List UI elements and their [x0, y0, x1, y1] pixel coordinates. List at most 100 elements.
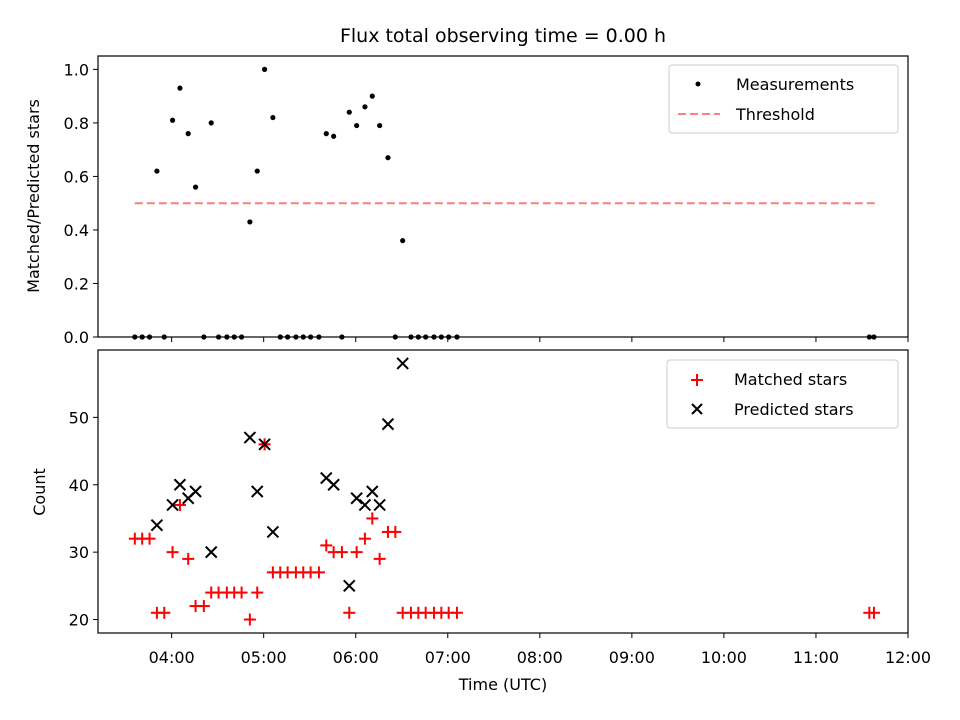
measurements-point [254, 168, 260, 174]
measurements-point [377, 122, 383, 129]
measurements-point [323, 131, 329, 137]
x-tick-label: 12:00 [885, 648, 931, 667]
measurements-point [262, 66, 268, 72]
matched-stars-point [182, 552, 195, 565]
predicted-stars-point [266, 525, 280, 539]
matched-stars-point [243, 613, 256, 626]
x-tick-label: 05:00 [241, 648, 287, 667]
count-panel-legend-box [666, 359, 899, 429]
ratio-panel-legend: Measurements Threshold [668, 64, 899, 134]
legend-predicted-label: Predicted stars [734, 400, 854, 419]
matched-stars-point [235, 586, 248, 599]
y-tick-label: 0.0 [64, 328, 89, 347]
predicted-stars-point [358, 498, 372, 512]
ratio-panel-marks [132, 66, 877, 340]
count-panel-marks [128, 357, 880, 626]
legend-measurements-marker [695, 81, 701, 87]
y-tick-label: 0.8 [64, 114, 89, 133]
y-tick-label: 20 [69, 611, 89, 630]
matched-stars-point [312, 566, 325, 579]
matched-stars-point [358, 532, 371, 545]
measurements-point [192, 184, 199, 190]
matched-stars-point [389, 525, 402, 538]
legend-measurements-label: Measurements [736, 75, 854, 94]
y-tick-label: 1.0 [64, 60, 89, 79]
matched-stars-point [343, 606, 356, 619]
matched-stars-point [251, 586, 264, 599]
matched-stars-point [143, 532, 156, 545]
legend-threshold-label: Threshold [735, 105, 815, 124]
chart-title: Flux total observing time = 0.00 h [340, 25, 666, 47]
matched-stars-point [166, 546, 179, 559]
count-panel-ylabel: Count [30, 468, 49, 516]
y-tick-label: 30 [69, 543, 89, 562]
ratio-panel-legend-box [668, 64, 899, 134]
y-tick-label: 0.2 [64, 274, 89, 293]
measurements-point [385, 155, 391, 161]
predicted-stars-point [166, 498, 179, 512]
x-axis-label: Time (UTC) [458, 675, 547, 694]
predicted-stars-point [373, 498, 386, 512]
predicted-stars-point [150, 518, 164, 532]
measurements-point [270, 114, 276, 121]
measurements-point [346, 109, 352, 115]
count-panel-frame [97, 349, 909, 634]
y-tick-label: 40 [69, 476, 89, 495]
matched-stars-point [373, 552, 386, 565]
predicted-stars-point [251, 485, 264, 498]
legend-predicted-marker [691, 403, 703, 415]
measurements-point [185, 131, 191, 137]
y-tick-label: 50 [69, 408, 89, 427]
legend-matched-label: Matched stars [734, 370, 847, 389]
measurements-point [400, 238, 406, 244]
x-axis-ticks: 04:00 05:00 06:00 07:00 08:00 09:00 10:00 11:00… [149, 648, 931, 667]
x-tick-label: 11:00 [793, 648, 839, 667]
matched-stars-point [450, 606, 463, 619]
matched-stars-point [158, 606, 171, 619]
measurements-point [177, 85, 183, 91]
ratio-panel: 0.0 0.2 0.4 0.6 0.8 1.0 Matched/Predicted sta… [24, 55, 909, 347]
predicted-stars-point [327, 478, 340, 491]
y-tick-label: 0.4 [64, 221, 89, 240]
matched-stars-point [350, 546, 363, 559]
matched-stars-point [320, 539, 333, 552]
ratio-panel-frame [97, 55, 909, 338]
measurements-point [169, 117, 176, 123]
count-panel: 20 30 40 50 Count Matched stars Predicted s… [30, 349, 909, 638]
x-tick-label: 04:00 [149, 648, 195, 667]
measurements-point [354, 122, 360, 129]
matched-stars-point [366, 512, 379, 525]
ratio-panel-ylabel: Matched/Predicted stars [24, 99, 43, 293]
count-panel-legend: Matched stars Predicted stars [666, 359, 899, 429]
matched-stars-point [867, 606, 880, 619]
legend-matched-marker [691, 374, 703, 386]
measurements-point [369, 93, 375, 99]
matched-stars-point [335, 546, 348, 559]
x-tick-label: 06:00 [333, 648, 379, 667]
measurements-point [247, 219, 253, 225]
measurements-point [154, 168, 160, 174]
count-panel-axes: 20 30 40 50 [69, 408, 909, 638]
measurements-point [331, 133, 337, 139]
predicted-stars-point [173, 478, 187, 491]
predicted-stars-point [258, 438, 271, 451]
matched-stars-point [197, 600, 210, 613]
predicted-stars-point [366, 485, 379, 498]
measurements-point [208, 120, 214, 126]
x-tick-label: 10:00 [701, 648, 747, 667]
x-tick-label: 08:00 [517, 648, 563, 667]
x-tick-label: 09:00 [609, 648, 655, 667]
y-tick-label: 0.6 [64, 167, 89, 186]
x-tick-label: 07:00 [425, 648, 471, 667]
predicted-stars-point [350, 492, 363, 505]
measurements-point [362, 104, 368, 110]
predicted-stars-point [189, 485, 202, 498]
ratio-panel-axes: 0.0 0.2 0.4 0.6 0.8 1.0 [64, 60, 909, 347]
predicted-stars-point [396, 357, 409, 370]
predicted-stars-point [205, 545, 218, 559]
matched-stars-point [173, 498, 186, 511]
predicted-stars-point [343, 579, 356, 593]
predicted-stars-point [381, 417, 395, 431]
predicted-stars-point [243, 431, 257, 444]
